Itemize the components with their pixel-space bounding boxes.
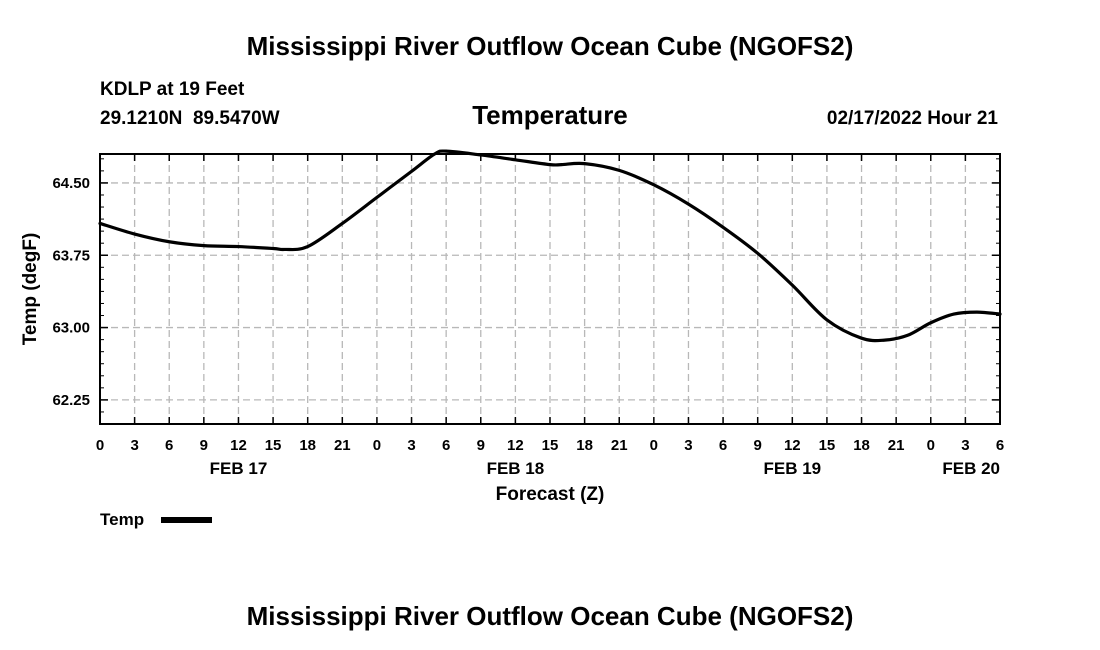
x-tick-label: 12 (784, 437, 801, 454)
date-label: FEB 19 (763, 459, 821, 478)
x-axis: 0 3 6 9 12 15 18 21 0 3 6 9 12 15 18 21 0 3 6 9 12 15 18 21 0 3 6 (96, 154, 1004, 454)
x-tick-label: 6 (442, 437, 450, 454)
minor-ticks (100, 158, 1000, 413)
y-tick-label: 62.25 (52, 392, 90, 409)
page-title: Mississippi River Outflow Ocean Cube (NG… (247, 31, 854, 61)
x-tick-label: 0 (927, 437, 935, 454)
footer-title: Mississippi River Outflow Ocean Cube (NG… (247, 601, 854, 631)
x-tick-label: 15 (819, 437, 836, 454)
y-axis-label: Temp (degF) (20, 233, 41, 346)
x-tick-label: 21 (888, 437, 905, 454)
chart-title: Temperature (472, 100, 628, 130)
x-tick-label: 0 (96, 437, 104, 454)
x-tick-label: 3 (684, 437, 692, 454)
legend: Temp (100, 510, 212, 529)
date-label: FEB 18 (487, 459, 545, 478)
station-datetime: 02/17/2022 Hour 21 (827, 108, 999, 129)
x-tick-label: 6 (165, 437, 173, 454)
x-tick-label: 0 (373, 437, 381, 454)
x-tick-label: 18 (299, 437, 316, 454)
x-axis-label: Forecast (Z) (496, 484, 605, 505)
x-tick-label: 12 (507, 437, 524, 454)
station-name: KDLP at 19 Feet (100, 79, 245, 100)
x-tick-label: 3 (130, 437, 138, 454)
station-coords: 29.1210N 89.5470W (100, 108, 280, 129)
series-layer (98, 149, 1002, 343)
x-tick-label: 18 (853, 437, 870, 454)
x-tick-label: 21 (334, 437, 351, 454)
x-tick-label: 3 (407, 437, 415, 454)
x-tick-label: 3 (961, 437, 969, 454)
series-line-temp (98, 149, 1002, 343)
y-tick-label: 63.00 (52, 320, 90, 337)
y-tick-label: 64.50 (52, 175, 90, 192)
x-tick-label: 9 (477, 437, 485, 454)
date-label: FEB 17 (210, 459, 268, 478)
x-tick-label: 9 (754, 437, 762, 454)
x-tick-label: 15 (542, 437, 559, 454)
y-axis: 62.25 63.00 63.75 64.50 (52, 175, 1000, 409)
date-label: FEB 20 (942, 459, 1000, 478)
x-tick-label: 6 (996, 437, 1004, 454)
y-tick-label: 63.75 (52, 247, 90, 264)
x-tick-label: 21 (611, 437, 628, 454)
x-tick-label: 18 (576, 437, 593, 454)
legend-label-temp: Temp (100, 510, 144, 529)
x-tick-label: 9 (200, 437, 208, 454)
grid (100, 154, 1000, 424)
x-tick-label: 6 (719, 437, 727, 454)
x-tick-label: 0 (650, 437, 658, 454)
x-tick-label: 15 (265, 437, 282, 454)
date-labels: FEB 17 FEB 18 FEB 19 FEB 20 (210, 459, 1000, 478)
x-tick-label: 12 (230, 437, 247, 454)
